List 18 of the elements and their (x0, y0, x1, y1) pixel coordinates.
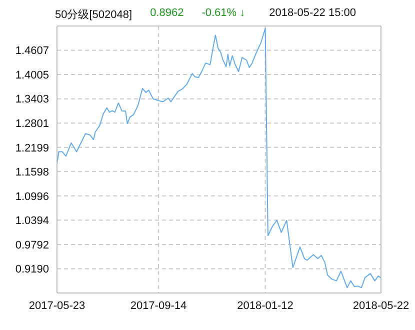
x-tick-label: 2017-09-14 (130, 300, 187, 312)
x-tick-label: 2018-01-12 (237, 300, 294, 312)
chart-title: 50分级[502048] (55, 8, 132, 22)
text: 2018-05-22 15:00 (269, 7, 356, 21)
y-tick-label: 1.4607 (15, 45, 49, 58)
y-tick-label: 1.1598 (15, 166, 49, 179)
y-tick-label: 1.2801 (15, 118, 49, 130)
y-tick-label: 1.2199 (15, 142, 49, 154)
y-tick-label: 1.3403 (15, 94, 49, 106)
x-tick-label: 2018-05-22 (352, 300, 410, 312)
y-tick-label: 0.9792 (15, 239, 49, 252)
text: -0.61% ↓ (202, 7, 246, 21)
y-tick-label: 1.0394 (15, 215, 49, 228)
x-tick-label: 2017-05-23 (28, 300, 86, 312)
y-tick-label: 1.0996 (15, 190, 49, 203)
text: 0.8962 (150, 7, 184, 21)
y-tick-label: 0.9190 (15, 264, 49, 276)
y-tick-label: 1.4005 (15, 69, 49, 82)
